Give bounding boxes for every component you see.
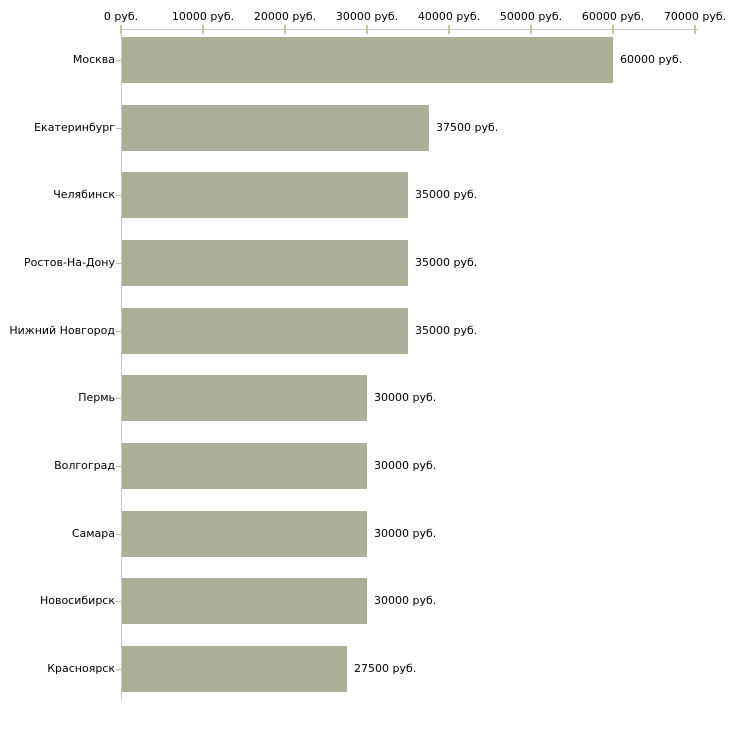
y-axis-tick [116,398,121,399]
y-axis-tick [116,466,121,467]
x-axis-line [121,29,698,30]
y-axis-tick [116,60,121,61]
y-axis-tick [116,601,121,602]
category-label: Челябинск [53,188,115,201]
value-label: 35000 руб. [415,188,478,201]
x-axis-tick-label: 50000 руб. [499,10,563,23]
x-axis-tick [202,25,204,34]
bar [122,511,367,557]
value-label: 30000 руб. [374,527,437,540]
x-axis-tick-label: 60000 руб. [581,10,645,23]
value-label: 30000 руб. [374,459,437,472]
category-label: Москва [72,53,115,66]
value-label: 37500 руб. [436,121,499,134]
y-axis-tick [116,263,121,264]
x-axis-tick [448,25,450,34]
bar [122,308,408,354]
bar [122,646,347,692]
value-label: 30000 руб. [374,391,437,404]
value-label: 60000 руб. [620,53,683,66]
y-axis-tick [116,534,121,535]
x-axis-tick [120,25,122,34]
bar [122,578,367,624]
y-axis-tick [116,128,121,129]
y-axis-tick [116,195,121,196]
y-axis-tick [116,331,121,332]
x-axis-tick [694,25,696,34]
bar [122,37,613,83]
bar [122,240,408,286]
category-label: Екатеринбург [34,121,115,134]
value-label: 35000 руб. [415,324,478,337]
bar [122,172,408,218]
category-label: Волгоград [54,459,115,472]
value-label: 35000 руб. [415,256,478,269]
bar [122,105,429,151]
x-axis-tick [530,25,532,34]
x-axis-tick-label: 70000 руб. [663,10,727,23]
bar [122,375,367,421]
x-axis-tick-label: 30000 руб. [335,10,399,23]
x-axis-tick [284,25,286,34]
value-label: 30000 руб. [374,594,437,607]
category-label: Пермь [78,391,115,404]
bar [122,443,367,489]
category-label: Самара [71,527,115,540]
x-axis-tick-label: 20000 руб. [253,10,317,23]
category-label: Красноярск [47,662,115,675]
category-label: Нижний Новгород [9,324,115,337]
x-axis-tick-label: 10000 руб. [171,10,235,23]
category-label: Новосибирск [39,594,115,607]
x-axis-tick [366,25,368,34]
x-axis-tick-label: 40000 руб. [417,10,481,23]
y-axis-line [121,29,122,700]
value-label: 27500 руб. [354,662,417,675]
category-label: Ростов-На-Дону [23,256,115,269]
x-axis-tick-label: 0 руб. [103,10,139,23]
x-axis-tick [612,25,614,34]
y-axis-tick [116,669,121,670]
